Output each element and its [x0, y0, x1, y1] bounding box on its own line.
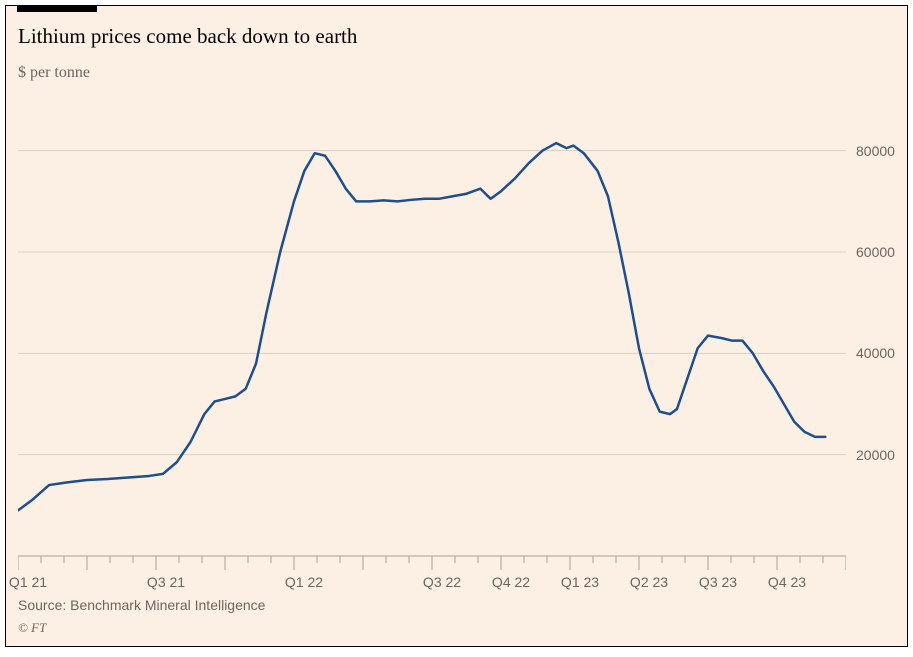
x-tick-label: Q4 22: [492, 574, 530, 590]
accent-bar: [17, 6, 97, 12]
price-line: [18, 143, 825, 510]
x-tick-label: Q4 23: [768, 574, 806, 590]
x-tick-label: Q3 22: [423, 574, 461, 590]
chart-title: Lithium prices come back down to earth: [18, 24, 357, 49]
line-chart: [18, 92, 846, 580]
x-tick-label: Q3 21: [147, 574, 185, 590]
y-tick-label: 40000: [856, 345, 895, 361]
chart-subtitle: $ per tonne: [18, 64, 90, 82]
chart-source: Source: Benchmark Mineral Intelligence: [18, 597, 265, 613]
chart-copyright: © FT: [18, 620, 46, 636]
y-tick-label: 20000: [856, 447, 895, 463]
y-tick-label: 60000: [856, 244, 895, 260]
x-tick-label: Q3 23: [699, 574, 737, 590]
x-tick-label: Q2 23: [630, 574, 668, 590]
chart-card: Lithium prices come back down to earth $…: [5, 5, 908, 647]
x-tick-label: Q1 22: [285, 574, 323, 590]
y-tick-label: 80000: [856, 143, 895, 159]
x-tick-label: Q1 21: [9, 574, 47, 590]
x-tick-label: Q1 23: [561, 574, 599, 590]
